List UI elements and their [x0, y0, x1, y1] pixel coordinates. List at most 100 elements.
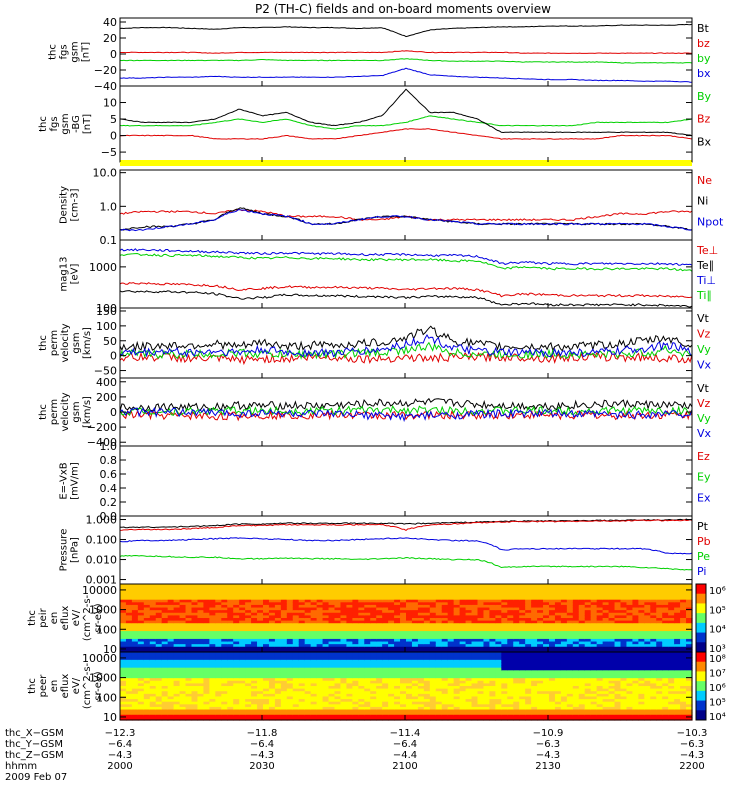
spectrogram-cell: [644, 628, 651, 632]
spectrogram-cell: [298, 649, 306, 653]
spectrogram-cell: [543, 602, 550, 606]
spectrogram-cell: [614, 691, 622, 695]
spectrogram-cell: [614, 709, 622, 713]
spectrogram-cell: [167, 675, 175, 679]
legend-entry: Pi: [697, 565, 706, 578]
spectrogram-cell: [382, 688, 389, 692]
spectrogram-cell: [566, 599, 574, 603]
spectrogram-cell: [209, 638, 216, 643]
spectrogram-cell: [352, 691, 359, 695]
spectrogram-cell: [429, 662, 437, 666]
spectrogram-cell: [137, 602, 145, 606]
spectrogram-cell: [477, 712, 485, 716]
spectrogram-cell: [459, 618, 467, 622]
spectrogram-cell: [120, 714, 127, 718]
spectrogram-cell: [370, 704, 377, 708]
spectrogram-cell: [137, 717, 145, 721]
spectrogram-cell: [417, 659, 425, 664]
spectrogram-cell: [334, 623, 342, 627]
spectrogram-cell: [614, 675, 622, 679]
spectrogram-cell: [495, 589, 502, 593]
spectrogram-cell: [268, 657, 276, 661]
legend-entry: Bt: [697, 22, 710, 35]
spectrogram-cell: [233, 625, 240, 630]
spectrogram-cell: [274, 672, 282, 677]
spectrogram-cell: [340, 665, 348, 669]
spectrogram-cell: [507, 597, 514, 601]
spectrogram-cell: [602, 678, 610, 682]
spectrogram-cell: [554, 667, 562, 671]
spectrogram-cell: [543, 589, 550, 593]
spectrogram-cell: [447, 680, 455, 684]
spectrogram-cell: [173, 623, 181, 627]
spectrogram-cell: [233, 662, 240, 666]
spectrogram-cell: [400, 654, 407, 658]
spectrogram-cell: [298, 654, 306, 658]
spectrogram-cell: [388, 636, 395, 640]
spectrogram-cell: [304, 662, 312, 666]
spectrogram-cell: [167, 589, 175, 593]
spectrogram-cell: [263, 623, 270, 627]
spectrogram-cell: [346, 662, 353, 666]
spectrogram-cell: [185, 667, 193, 671]
spectrogram-cell: [572, 717, 580, 721]
spectrogram-cell: [590, 602, 598, 606]
spectrogram-cell: [268, 649, 276, 653]
spectrogram-cell: [185, 589, 193, 593]
y-axis-label: Pressure: [59, 529, 70, 572]
spectrogram-cell: [584, 652, 592, 656]
spectrogram-cell: [370, 586, 377, 590]
spectrogram-cell: [537, 615, 544, 619]
spectrogram-cell: [215, 678, 222, 682]
spectrogram-cell: [471, 670, 479, 674]
y-axis-label: gsm: [71, 332, 82, 353]
spectrogram-cell: [584, 691, 592, 695]
spectrogram-cell: [620, 610, 628, 614]
spectrogram-cell: [120, 662, 127, 666]
spectrogram-cell: [203, 654, 210, 658]
spectrogram-cell: [263, 693, 270, 698]
spectrogram-cell: [239, 665, 246, 669]
spectrogram-cell: [316, 686, 324, 690]
spectrogram-cell: [566, 615, 574, 619]
spectrogram-cell: [292, 649, 300, 653]
spectrogram-cell: [120, 654, 127, 658]
spectrogram-cell: [251, 701, 258, 705]
spectrogram-cell: [668, 612, 675, 616]
spectrogram-cell: [298, 628, 306, 632]
spectrogram-cell: [203, 667, 210, 671]
spectrogram-cell: [614, 693, 622, 698]
spectrogram-cell: [411, 704, 419, 708]
spectrogram-cell: [245, 644, 252, 648]
spectrogram-cell: [572, 602, 580, 606]
spectrogram-cell: [292, 636, 300, 640]
spectrogram-cell: [394, 633, 401, 637]
spectrogram-cell: [465, 584, 473, 588]
spectrogram-cell: [614, 652, 622, 656]
spectrogram-cell: [292, 662, 300, 666]
spectrogram-cell: [137, 665, 145, 669]
spectrogram-cell: [298, 612, 306, 616]
spectrogram-cell: [322, 584, 330, 588]
spectrogram-cell: [233, 717, 240, 721]
spectrogram-cell: [501, 631, 508, 635]
spectrogram-cell: [495, 649, 502, 653]
spectrogram-cell: [167, 696, 175, 700]
spectrogram-cell: [257, 646, 264, 650]
spectrogram-cell: [382, 696, 389, 700]
spectrogram-cell: [632, 665, 639, 669]
spectrogram-cell: [257, 680, 264, 684]
spectrogram-cell: [251, 675, 258, 679]
spectrogram-cell: [531, 584, 538, 588]
spectrogram-cell: [525, 631, 532, 635]
spectrogram-cell: [471, 599, 479, 603]
spectrogram-cell: [304, 584, 312, 588]
spectrogram-cell: [161, 615, 169, 619]
spectrogram-cell: [417, 641, 425, 645]
spectrogram-cell: [268, 586, 276, 590]
spectrogram-cell: [489, 657, 496, 661]
spectrogram-cell: [221, 633, 228, 637]
spectrogram-cell: [572, 683, 580, 687]
spectrogram-cell: [280, 625, 288, 630]
spectrogram-cell: [560, 612, 568, 616]
